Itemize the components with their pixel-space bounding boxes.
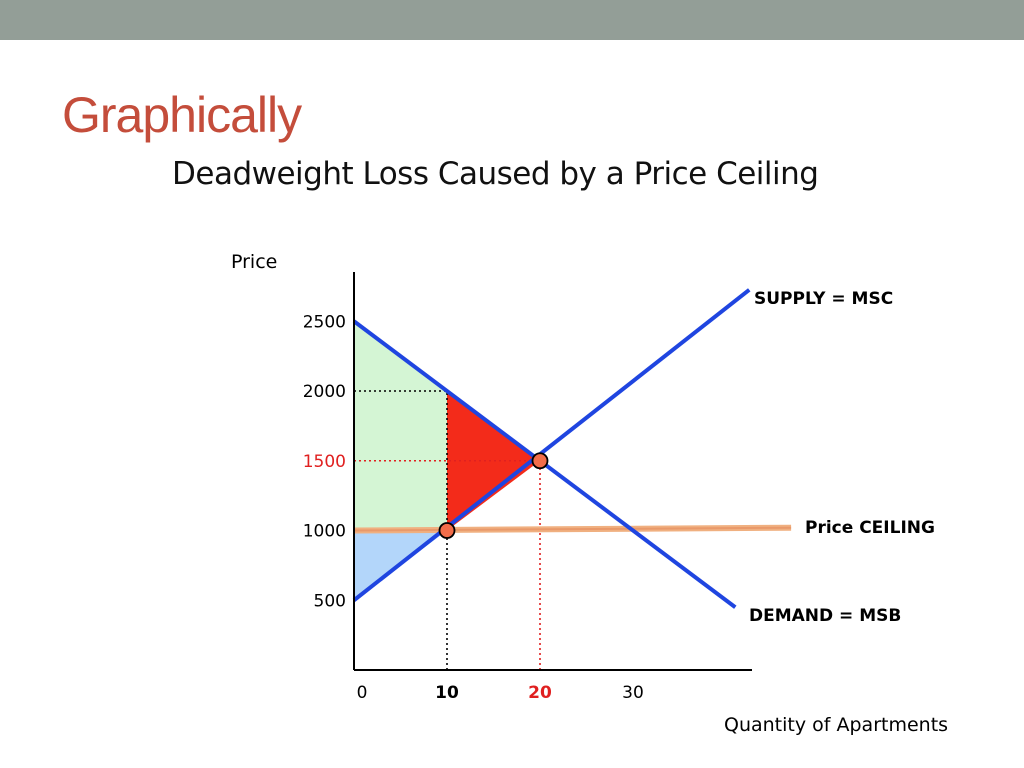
y-tick-label-500: 500 xyxy=(314,591,346,611)
consumer-surplus-area xyxy=(354,321,447,531)
y-tick-label-2500: 2500 xyxy=(303,312,346,332)
slide-title: Graphically xyxy=(62,87,302,143)
y-axis-label: Price xyxy=(231,251,277,273)
chart-title: Deadweight Loss Caused by a Price Ceilin… xyxy=(172,156,819,192)
x-tick-label-20: 20 xyxy=(528,683,552,703)
price-ceiling-label: Price CEILING xyxy=(805,518,935,538)
x-tick-label-0: 0 xyxy=(357,683,368,703)
x-tick-label-10: 10 xyxy=(435,683,459,703)
ceiling-quantity-point xyxy=(438,522,456,539)
equilibrium-point xyxy=(531,452,549,470)
price-ceiling-line-core xyxy=(353,526,792,532)
slide-top-bar xyxy=(0,0,1024,40)
y-tick-label-1000: 1000 xyxy=(303,522,346,542)
y-tick-label-1500: 1500 xyxy=(303,452,346,472)
deadweight-loss-area xyxy=(447,391,540,531)
y-tick-label-2000: 2000 xyxy=(303,382,346,402)
demand-label: DEMAND = MSB xyxy=(749,606,901,626)
x-tick-label-30: 30 xyxy=(622,683,644,703)
supply-label: SUPPLY = MSC xyxy=(754,289,893,309)
x-axis-label: Quantity of Apartments xyxy=(724,714,948,736)
supply-line xyxy=(352,288,751,602)
